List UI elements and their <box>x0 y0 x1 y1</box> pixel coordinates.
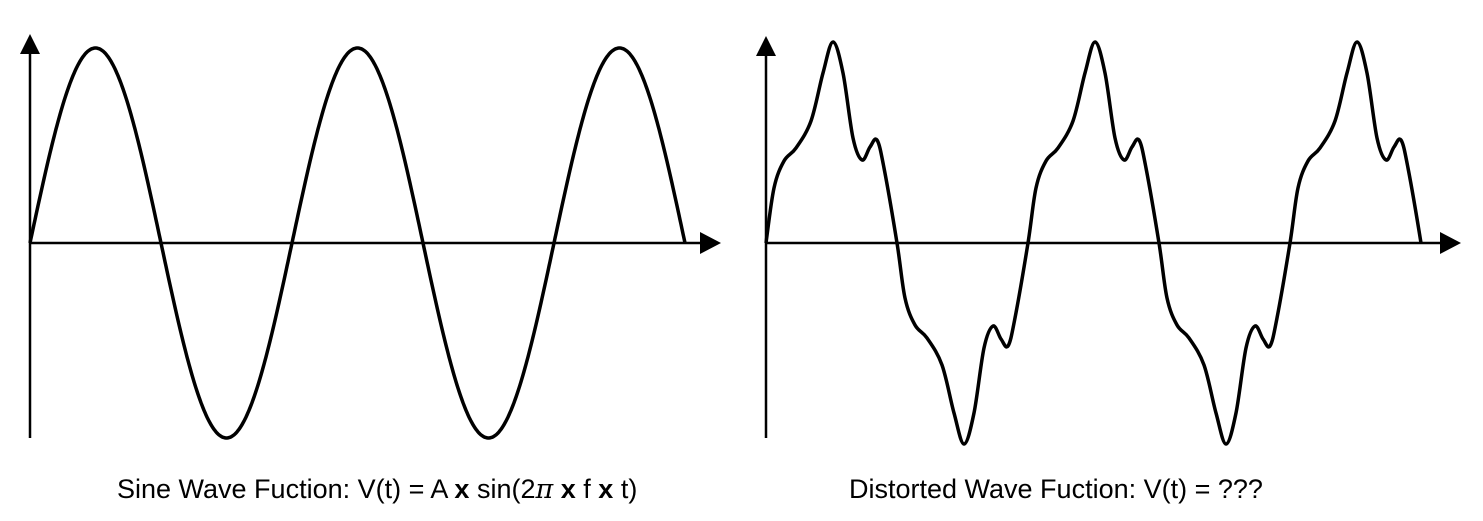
left-x-axis-arrow-icon <box>700 232 721 254</box>
sine-wave-curve <box>28 46 687 440</box>
times-symbol: x <box>454 474 470 504</box>
caption-text: sin(2 <box>469 474 536 504</box>
sine-caption: Sine Wave Fuction: V(t) = A x sin(2π x f… <box>117 474 637 505</box>
distorted-wave-curve <box>764 40 1423 446</box>
caption-text: f <box>575 474 599 504</box>
times-symbol: x <box>560 474 576 504</box>
caption-text: t) <box>613 474 638 504</box>
left-y-axis-arrow-icon <box>20 34 40 54</box>
right-y-axis-arrow-icon <box>756 36 776 56</box>
pi-symbol: π <box>535 474 554 505</box>
caption-text: Sine Wave Fuction: V(t) = A <box>117 474 455 504</box>
distorted-caption: Distorted Wave Fuction: V(t) = ??? <box>849 474 1263 504</box>
times-symbol: x <box>598 474 614 504</box>
right-x-axis-arrow-icon <box>1440 232 1461 254</box>
